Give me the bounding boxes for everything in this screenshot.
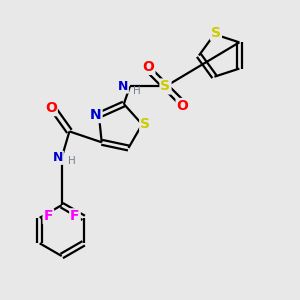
Text: N: N [53,151,63,164]
Text: H: H [68,157,76,166]
Text: O: O [142,60,154,74]
Text: F: F [70,209,80,223]
Text: F: F [44,209,53,223]
Text: S: S [211,26,221,40]
Text: N: N [118,80,128,93]
Text: O: O [177,99,188,113]
Text: N: N [90,108,102,122]
Text: S: S [140,117,150,131]
Text: O: O [45,101,57,115]
Text: S: S [160,80,170,94]
Text: H: H [133,86,140,96]
